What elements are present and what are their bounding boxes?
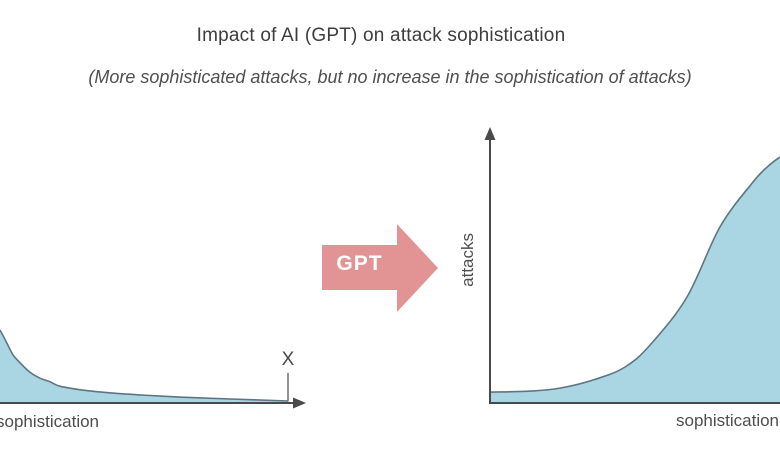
right-area-fill (490, 157, 780, 403)
right-curve-line (489, 156, 780, 393)
figure-subtitle: (More sophisticated attacks, but no incr… (88, 67, 692, 87)
gpt-arrow-label: GPT (336, 252, 383, 275)
x-marker-label: X (281, 349, 295, 370)
gpt-arrow (322, 224, 438, 312)
left-x-axis-label: sophistication (0, 412, 100, 431)
right-chart (484, 127, 780, 404)
right-y-axis-arrowhead (484, 127, 496, 140)
right-y-axis-label: attacks (458, 233, 477, 287)
left-x-axis-arrowhead (293, 397, 306, 409)
left-chart (0, 329, 306, 409)
left-area-fill (0, 330, 288, 403)
figure-title: Impact of AI (GPT) on attack sophisticat… (196, 25, 566, 46)
left-curve-line (0, 329, 289, 402)
right-x-axis-label: sophistication (676, 411, 780, 430)
